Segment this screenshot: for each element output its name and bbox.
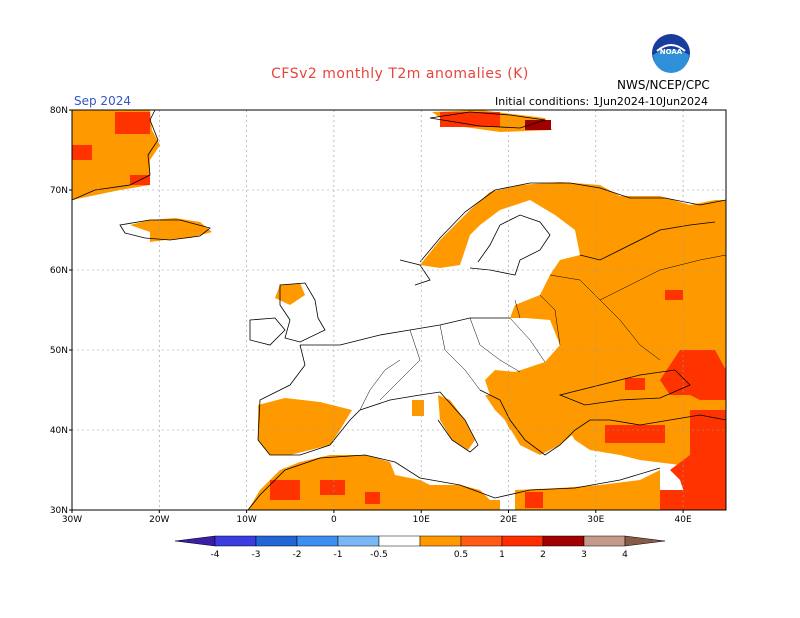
anomaly-cell [320,480,345,495]
colorbar-label: -0.5 [370,550,388,560]
colorbar-swatch [583,535,626,547]
anomaly-cell [72,145,92,160]
lon-tick-label: 10W [236,515,256,525]
borders [359,254,727,411]
colorbar-swatch [501,535,544,547]
anomaly-region-scotland [275,283,305,305]
colorbar-swatch [419,535,462,547]
colorbar-label: 4 [622,550,628,560]
anomaly-region-caspian [670,410,726,510]
lon-tick-label: 40E [675,515,692,525]
anomaly-region-italy [438,395,475,450]
colorbar-swatch [214,535,257,547]
noaa-logo: NOAA [652,34,690,73]
anomaly-region-north-africa [248,455,500,510]
lat-tick-label: 40N [50,426,68,436]
colorbar-label: 2 [540,550,546,560]
agency-label: NWS/NCEP/CPC [617,78,710,92]
colorbar-label: -3 [252,550,261,560]
anomaly-region-iberia [258,398,352,455]
lon-tick-label: 10E [413,515,430,525]
anomaly-cell [440,112,500,127]
anomaly-cell [625,378,645,390]
colorbar-label: -4 [211,550,220,560]
anomaly-cell [525,120,551,130]
lat-tick-label: 70N [50,186,68,196]
coastlines [71,109,727,511]
anomaly-cell [115,112,150,134]
colorbar-label: 0.5 [454,550,468,560]
lat-tick-label: 60N [50,266,68,276]
anomaly-region-middle-east [515,470,660,510]
forecast-month: Sep 2024 [74,94,131,108]
lon-tick-label: 30E [587,515,604,525]
lon-tick-label: 0 [331,515,337,525]
colorbar-swatch [542,535,585,547]
lon-tick-label: 20E [500,515,517,525]
svg-text:NOAA: NOAA [660,48,683,56]
colorbar-label: 1 [499,550,505,560]
colorbar-swatch [255,535,298,547]
colorbar-swatch [460,535,503,547]
lon-tick-label: 30W [62,515,82,525]
anomaly-cell [412,400,424,416]
colorbar-max-arrow [624,535,666,547]
anomaly-region-iceland [130,218,212,242]
colorbar: -4 -3 -2 -1 -0.5 0.5 1 2 3 4 [174,535,666,560]
anomaly-cell [605,425,665,443]
graticule [72,110,726,510]
lat-tick-label: 80N [50,106,68,116]
map-frame [71,109,727,511]
lat-tick-label: 50N [50,346,68,356]
lon-tick-label: 20W [149,515,169,525]
colorbar-min-arrow [174,535,216,547]
anomaly-cell [270,480,300,500]
anomaly-cell [660,490,700,510]
colorbar-label: -1 [334,550,343,560]
anomaly-regions [72,110,726,510]
colorbar-swatch [296,535,339,547]
anomaly-region-caucasus [660,350,726,400]
anomaly-cell [525,492,543,508]
anomaly-region-scandinavia [420,182,726,510]
colorbar-label: 3 [581,550,587,560]
anomaly-cell [365,492,380,504]
initial-conditions: Initial conditions: 1Jun2024-10Jun2024 [495,95,709,108]
anomaly-cell [665,290,683,300]
anomaly-region-balkans [485,375,590,455]
colorbar-swatch [337,535,380,547]
map-title: CFSv2 monthly T2m anomalies (K) [271,66,529,82]
colorbar-label: -2 [293,550,302,560]
lat-tick-label: 30N [50,506,68,516]
colorbar-swatch [378,535,421,547]
